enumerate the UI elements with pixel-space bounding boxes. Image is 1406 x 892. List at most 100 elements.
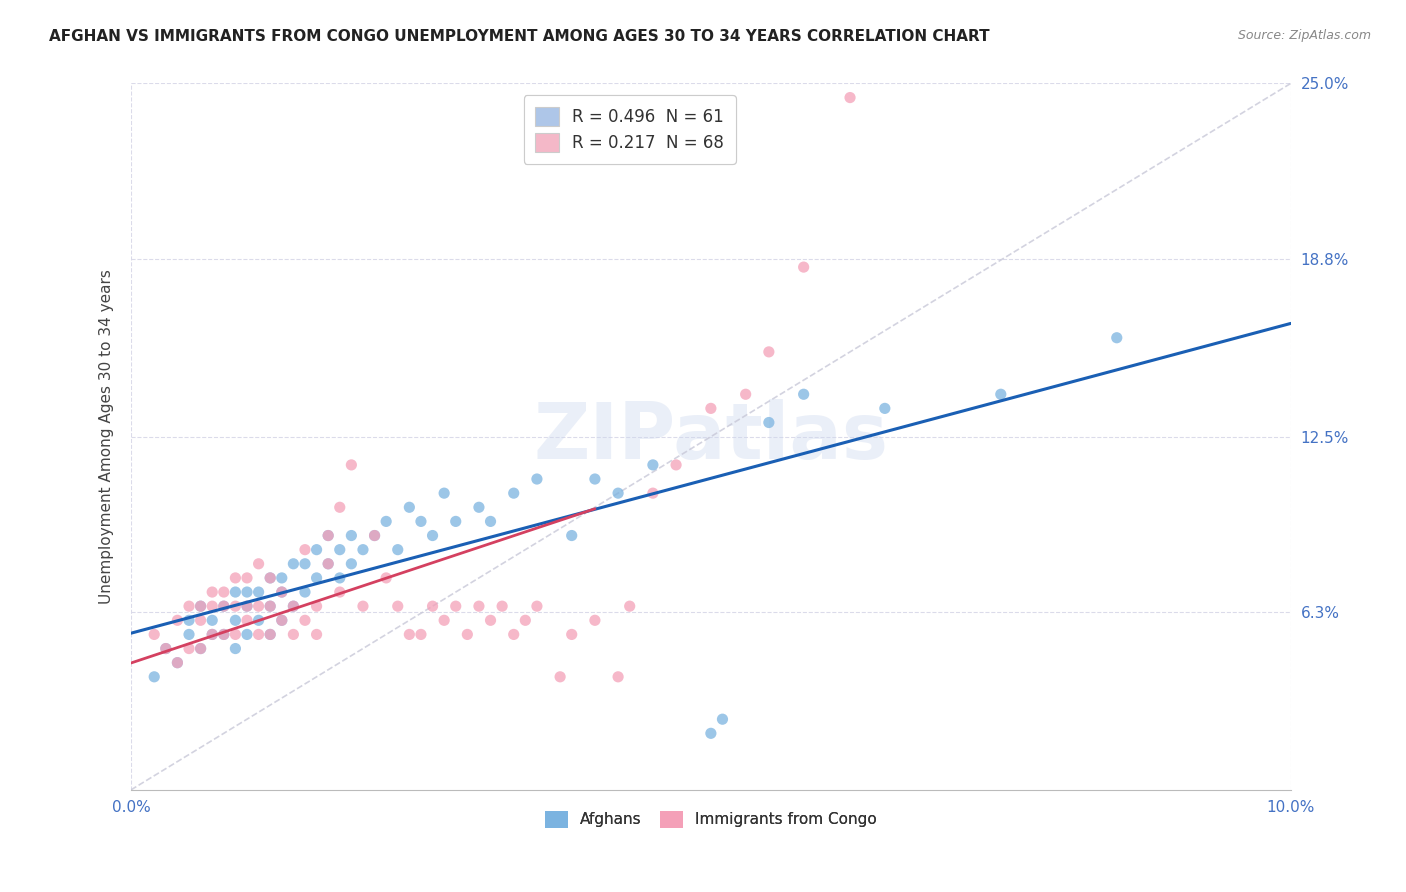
Point bbox=[422, 599, 444, 614]
Point bbox=[155, 641, 177, 656]
Point bbox=[236, 599, 259, 614]
Text: AFGHAN VS IMMIGRANTS FROM CONGO UNEMPLOYMENT AMONG AGES 30 TO 34 YEARS CORRELATI: AFGHAN VS IMMIGRANTS FROM CONGO UNEMPLOY… bbox=[49, 29, 990, 44]
Point bbox=[409, 515, 432, 529]
Point bbox=[270, 613, 292, 627]
Point bbox=[619, 599, 641, 614]
Point bbox=[224, 585, 246, 599]
Point bbox=[201, 627, 224, 641]
Point bbox=[224, 599, 246, 614]
Point bbox=[190, 613, 212, 627]
Point bbox=[166, 656, 188, 670]
Point bbox=[583, 472, 606, 486]
Point bbox=[468, 599, 491, 614]
Point bbox=[561, 627, 583, 641]
Point bbox=[177, 627, 200, 641]
Point bbox=[259, 571, 281, 585]
Point bbox=[305, 542, 328, 557]
Point bbox=[398, 627, 420, 641]
Point bbox=[340, 557, 363, 571]
Point bbox=[990, 387, 1012, 401]
Point bbox=[236, 599, 259, 614]
Point bbox=[329, 542, 352, 557]
Point bbox=[468, 500, 491, 515]
Point bbox=[305, 627, 328, 641]
Point bbox=[305, 571, 328, 585]
Point bbox=[190, 599, 212, 614]
Point bbox=[294, 542, 316, 557]
Point bbox=[607, 670, 630, 684]
Point bbox=[294, 585, 316, 599]
Point bbox=[433, 486, 456, 500]
Point bbox=[502, 486, 524, 500]
Point bbox=[456, 627, 478, 641]
Point bbox=[294, 613, 316, 627]
Point bbox=[316, 557, 339, 571]
Point bbox=[548, 670, 571, 684]
Point bbox=[793, 387, 815, 401]
Point bbox=[444, 599, 467, 614]
Point bbox=[329, 500, 352, 515]
Point bbox=[270, 585, 292, 599]
Point bbox=[236, 571, 259, 585]
Point bbox=[839, 90, 862, 104]
Point bbox=[641, 486, 664, 500]
Point bbox=[212, 599, 235, 614]
Point bbox=[583, 613, 606, 627]
Point bbox=[247, 627, 270, 641]
Point bbox=[259, 571, 281, 585]
Point bbox=[375, 515, 398, 529]
Point bbox=[177, 613, 200, 627]
Point bbox=[387, 599, 409, 614]
Point bbox=[201, 599, 224, 614]
Point bbox=[479, 515, 502, 529]
Point bbox=[224, 641, 246, 656]
Point bbox=[247, 557, 270, 571]
Point bbox=[515, 613, 537, 627]
Point bbox=[224, 613, 246, 627]
Point bbox=[329, 571, 352, 585]
Y-axis label: Unemployment Among Ages 30 to 34 years: Unemployment Among Ages 30 to 34 years bbox=[100, 269, 114, 604]
Point bbox=[793, 260, 815, 274]
Point bbox=[155, 641, 177, 656]
Point bbox=[224, 571, 246, 585]
Point bbox=[700, 726, 723, 740]
Point bbox=[212, 599, 235, 614]
Point bbox=[758, 344, 780, 359]
Point bbox=[526, 599, 548, 614]
Point bbox=[561, 528, 583, 542]
Point bbox=[387, 542, 409, 557]
Point bbox=[270, 613, 292, 627]
Point bbox=[734, 387, 756, 401]
Point bbox=[340, 458, 363, 472]
Point bbox=[212, 627, 235, 641]
Point bbox=[700, 401, 723, 416]
Point bbox=[177, 641, 200, 656]
Point bbox=[143, 670, 166, 684]
Point bbox=[363, 528, 385, 542]
Point bbox=[201, 585, 224, 599]
Point bbox=[270, 585, 292, 599]
Point bbox=[479, 613, 502, 627]
Point bbox=[190, 641, 212, 656]
Point bbox=[1105, 331, 1128, 345]
Point bbox=[340, 528, 363, 542]
Point bbox=[201, 613, 224, 627]
Point bbox=[247, 613, 270, 627]
Point bbox=[190, 641, 212, 656]
Point bbox=[873, 401, 896, 416]
Text: Source: ZipAtlas.com: Source: ZipAtlas.com bbox=[1237, 29, 1371, 42]
Point bbox=[166, 613, 188, 627]
Point bbox=[329, 585, 352, 599]
Point bbox=[316, 528, 339, 542]
Point bbox=[422, 528, 444, 542]
Point bbox=[491, 599, 513, 614]
Point bbox=[607, 486, 630, 500]
Point bbox=[236, 613, 259, 627]
Text: ZIPatlas: ZIPatlas bbox=[533, 399, 889, 475]
Point bbox=[259, 599, 281, 614]
Point bbox=[247, 599, 270, 614]
Point bbox=[166, 656, 188, 670]
Point bbox=[711, 712, 734, 726]
Point bbox=[259, 627, 281, 641]
Point bbox=[641, 458, 664, 472]
